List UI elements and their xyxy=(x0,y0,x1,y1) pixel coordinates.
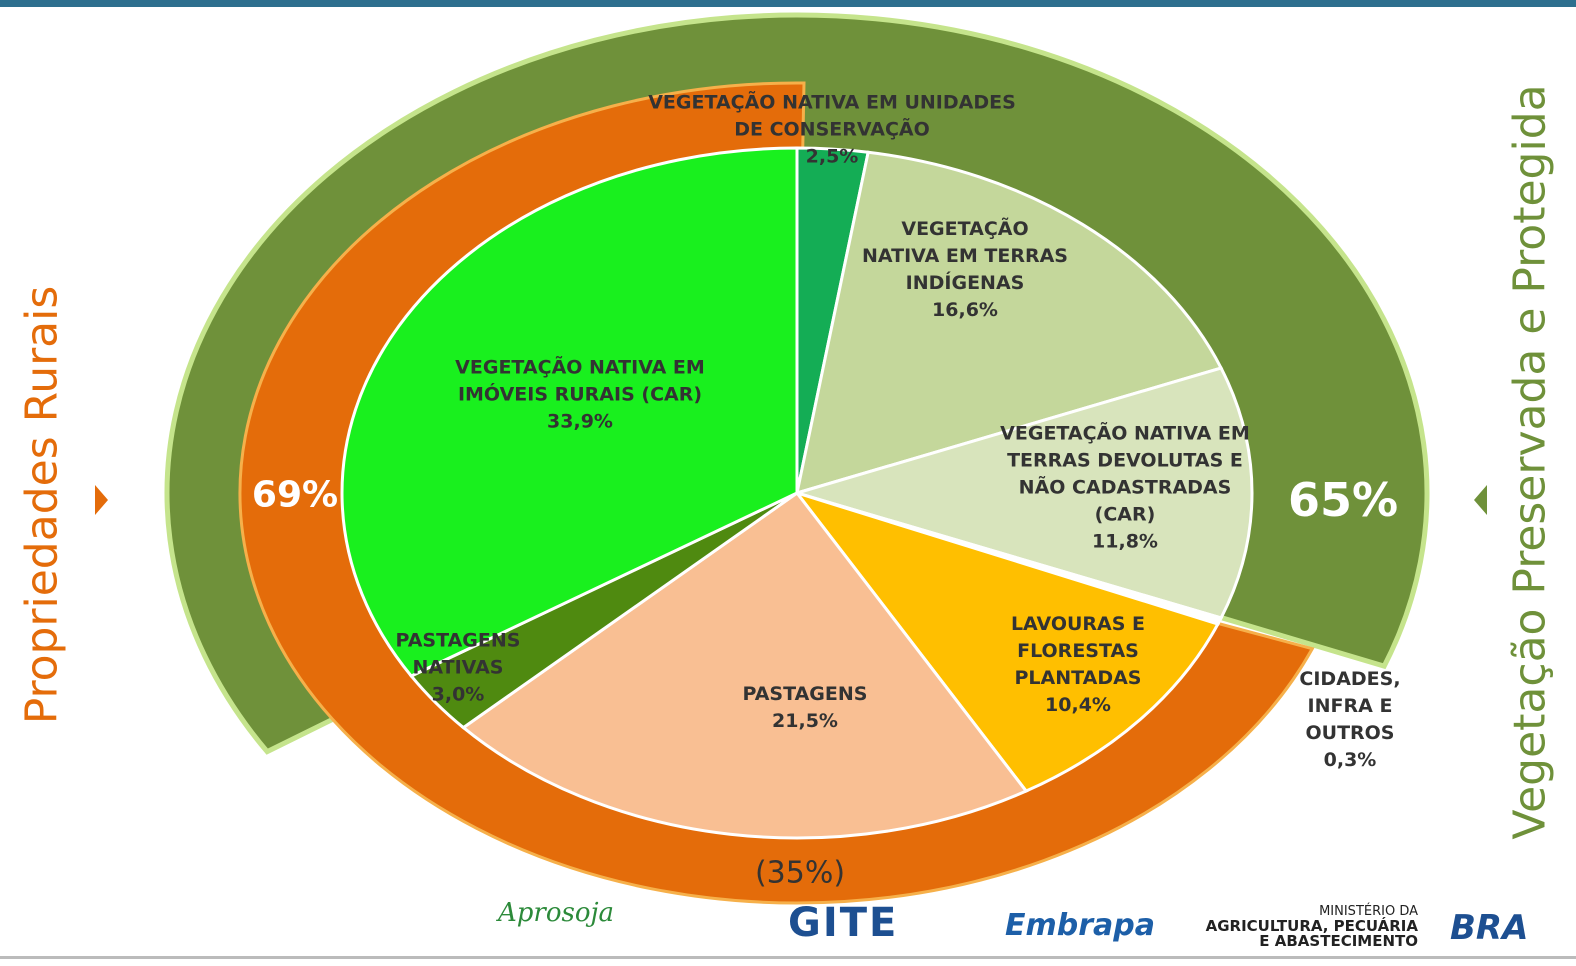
category-label: CIDADES, INFRA E OUTROS xyxy=(1299,668,1401,744)
arrow xyxy=(1474,485,1487,515)
slice-label: LAVOURAS E FLORESTAS PLANTADAS 10,4% xyxy=(988,611,1168,719)
value-label: 21,5% xyxy=(772,710,838,732)
ring-name: Vegetação Preservada e Protegida xyxy=(1504,84,1556,840)
category-label: VEGETAÇÃO NATIVA EM TERRAS INDÍGENAS xyxy=(862,218,1068,294)
logo: MINISTÉRIO DA AGRICULTURA, PECUÁRIA E AB… xyxy=(1160,904,1418,949)
value-label: 33,9% xyxy=(547,410,613,433)
slice-label: VEGETAÇÃO NATIVA EM UNIDADES DE CONSERVA… xyxy=(642,90,1022,171)
value-label: 3,0% xyxy=(431,683,485,706)
slice-label: VEGETAÇÃO NATIVA EM IMÓVEIS RURAIS (CAR)… xyxy=(445,355,715,436)
logo-text: E ABASTECIMENTO xyxy=(1259,932,1418,950)
value-label: 2,5% xyxy=(805,145,859,168)
value-label: 0,3% xyxy=(1323,749,1377,771)
value-label: 16,6% xyxy=(932,299,998,321)
ring-value: 69% xyxy=(251,474,339,516)
category-label: VEGETAÇÃO NATIVA EM TERRAS DEVOLUTAS E N… xyxy=(1000,422,1250,526)
bottom-line xyxy=(0,956,1576,959)
slice-label: PASTAGENS 21,5% xyxy=(715,681,895,735)
slice-label: PASTAGENS NATIVAS 3,0% xyxy=(373,628,543,709)
slice xyxy=(795,150,1224,496)
category-label: PASTAGENS xyxy=(742,683,868,705)
slice-label: VEGETAÇÃO NATIVA EM TERRAS INDÍGENAS 16,6… xyxy=(860,216,1070,324)
annotation: (35%) xyxy=(754,855,846,891)
top-bar xyxy=(0,0,1576,7)
logo: Aprosoja xyxy=(498,898,615,928)
category-label: VEGETAÇÃO NATIVA EM IMÓVEIS RURAIS (CAR) xyxy=(455,356,705,406)
slice xyxy=(792,490,1221,793)
ring-value: 65% xyxy=(1287,473,1399,527)
logo-text: MINISTÉRIO DA xyxy=(1319,904,1418,919)
category-label: VEGETAÇÃO NATIVA EM UNIDADES DE CONSERVA… xyxy=(648,91,1016,141)
slice-label: VEGETAÇÃO NATIVA EM TERRAS DEVOLUTAS E N… xyxy=(990,421,1260,556)
logo-text: AGRICULTURA, PECUÁRIA xyxy=(1205,917,1418,935)
category-label: PASTAGENS NATIVAS xyxy=(395,629,521,679)
slice xyxy=(460,490,1029,840)
logo: BRA xyxy=(1450,908,1529,948)
slice xyxy=(791,366,1254,620)
value-label: 10,4% xyxy=(1045,694,1111,716)
arrow xyxy=(95,485,108,515)
value-label: 11,8% xyxy=(1092,530,1158,553)
category-label: LAVOURAS E FLORESTAS PLANTADAS xyxy=(1010,613,1146,689)
logo: GITE xyxy=(788,900,899,946)
slice-label: CIDADES, INFRA E OUTROS 0,3% xyxy=(1285,666,1415,774)
slice xyxy=(340,146,799,678)
logo: Embrapa xyxy=(1005,908,1155,943)
ring-name: Propriedades Rurais xyxy=(16,285,68,725)
